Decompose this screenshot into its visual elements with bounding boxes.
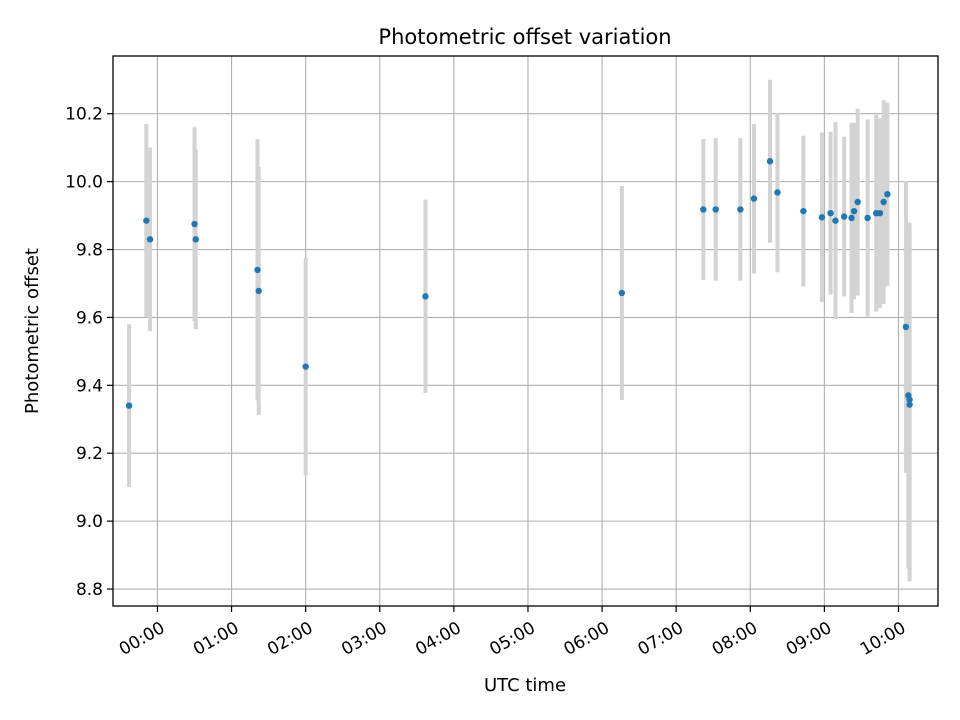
data-point <box>818 214 826 221</box>
y-tick-label: 10.2 <box>65 105 103 125</box>
plot-frame <box>112 55 939 607</box>
data-point <box>766 158 774 165</box>
data-points <box>125 158 913 409</box>
data-point <box>774 189 781 196</box>
data-point <box>906 396 913 403</box>
x-axis-label: UTC time <box>484 675 566 696</box>
data-point <box>876 209 884 217</box>
y-tick-label: 9.0 <box>76 512 103 532</box>
data-point <box>832 217 839 224</box>
data-point <box>848 214 855 222</box>
data-point <box>302 363 309 370</box>
data-point <box>850 207 858 215</box>
y-tick-label: 9.4 <box>76 376 103 396</box>
data-point <box>827 209 834 217</box>
data-point <box>146 236 154 243</box>
data-point <box>254 266 261 274</box>
y-axis-label: Photometric offset <box>22 248 43 414</box>
data-point <box>902 323 910 331</box>
grid <box>113 56 938 606</box>
data-point <box>737 206 744 213</box>
data-point <box>864 214 871 222</box>
data-point <box>750 195 758 202</box>
data-point <box>854 198 861 206</box>
data-point <box>192 236 199 243</box>
data-point <box>191 220 198 228</box>
chart-title: Photometric offset variation <box>378 25 671 49</box>
data-point <box>840 213 848 220</box>
data-point <box>143 217 150 224</box>
data-point <box>800 207 807 215</box>
data-point <box>906 401 913 408</box>
data-point <box>712 206 719 213</box>
data-point <box>700 206 707 213</box>
y-tick-label: 10.0 <box>65 173 103 193</box>
data-point <box>255 287 262 295</box>
data-point <box>880 198 887 206</box>
data-point <box>618 289 626 297</box>
y-tick-label: 8.8 <box>76 580 103 600</box>
data-point <box>884 190 891 198</box>
data-point <box>422 293 429 300</box>
y-tick-label: 9.6 <box>76 308 103 328</box>
data-point <box>125 402 133 409</box>
y-tick-label: 9.2 <box>76 444 103 464</box>
y-tick-label: 9.8 <box>76 241 103 261</box>
